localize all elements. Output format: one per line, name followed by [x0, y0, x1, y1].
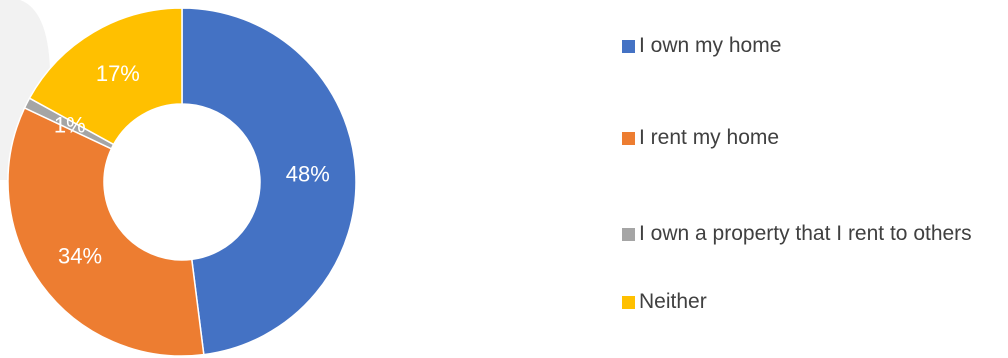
legend-item-own-home: I own my home	[622, 32, 989, 60]
donut-chart: 48% 34% 1% 17%	[7, 7, 357, 357]
donut-slices	[7, 7, 357, 357]
legend-label-own-rental-property: I own a property that I rent to others	[639, 222, 972, 245]
legend-label-neither: Neither	[639, 290, 707, 313]
legend-label-own-home: I own my home	[639, 34, 782, 57]
legend-item-rent-home: I rent my home	[622, 124, 989, 152]
legend-item-own-rental-property: I own a property that I rent to others	[622, 220, 989, 248]
donut-slice-neither	[28, 7, 183, 146]
legend-swatch-neither	[622, 296, 635, 309]
legend-label-rent-home: I rent my home	[639, 126, 780, 149]
legend-swatch-rent-home	[622, 132, 635, 145]
data-label-own-home: 48%	[286, 162, 330, 187]
data-label-neither: 17%	[96, 61, 140, 86]
data-label-rent-home: 34%	[58, 244, 102, 269]
legend-item-neither: Neither	[622, 288, 989, 316]
legend-swatch-own-home	[622, 40, 635, 53]
data-label-own-rental-property: 1%	[54, 112, 86, 137]
legend-swatch-own-rental-property	[622, 228, 635, 241]
donut-slice-rent-home	[7, 106, 205, 357]
donut-data-labels: 48% 34% 1% 17%	[54, 61, 330, 269]
donut-slice-own-home	[181, 7, 357, 356]
